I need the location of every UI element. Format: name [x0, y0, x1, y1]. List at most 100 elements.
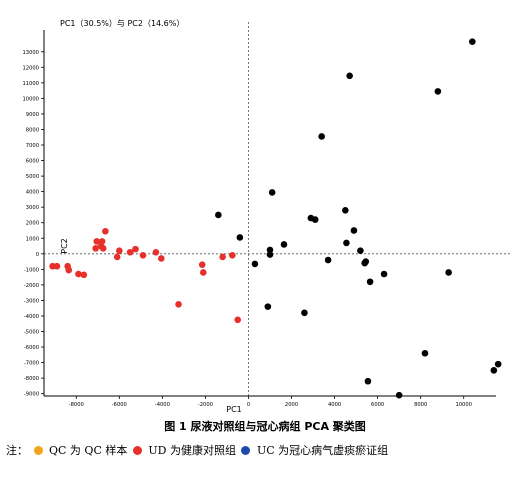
x-tick-label: -2000	[198, 402, 213, 408]
y-tick-label: -6000	[24, 345, 39, 351]
y-axis-label: PC2	[60, 238, 69, 254]
x-axis-label: PC1	[226, 405, 242, 414]
ud-point	[53, 262, 61, 270]
uc-point	[264, 303, 272, 310]
y-tick-label: 6000	[26, 159, 39, 165]
ud-point	[113, 253, 121, 261]
data-points	[49, 38, 502, 399]
note-prefix: 注：	[6, 444, 28, 457]
uc-point	[346, 72, 353, 80]
note-ud: UD 为健康对照组	[148, 444, 236, 457]
y-tick-label: 12000	[22, 65, 39, 71]
uc-point	[311, 216, 319, 223]
ud-point	[219, 253, 226, 261]
y-tick-label: 1000	[26, 236, 39, 242]
tick-labels: -9000 -8000 -7000 -6000 -5000 -4000 -3000 -2000…	[22, 50, 471, 408]
y-tick-label: -9000	[24, 392, 39, 398]
ud-point	[152, 248, 160, 256]
ud-point	[98, 238, 106, 245]
uc-point	[342, 206, 349, 214]
figure-caption: 图 1 尿液对照组与冠心病组 PCA 聚类图	[164, 420, 366, 433]
uc-point	[445, 269, 452, 276]
y-tick-label: -5000	[24, 330, 39, 336]
uc-point	[362, 258, 370, 265]
ud-point	[75, 270, 82, 278]
ud-point	[126, 248, 134, 256]
uc-point	[434, 88, 442, 95]
x-tick-label: 4000	[328, 402, 341, 408]
y-tick-label: 5000	[26, 174, 39, 180]
y-tick-label: 7000	[26, 143, 39, 149]
y-tick-label: -2000	[24, 283, 39, 289]
y-tick-label: -7000	[24, 361, 39, 367]
ud-point	[65, 266, 73, 274]
uc-point	[266, 246, 274, 254]
qc-legend-dot-icon	[33, 445, 43, 455]
x-tick-label: 8000	[414, 402, 427, 408]
uc-point	[494, 360, 502, 368]
ud-legend-dot-icon	[132, 445, 142, 455]
y-tick-label: 11000	[22, 81, 39, 87]
uc-point	[266, 251, 274, 258]
series-uc	[215, 38, 502, 399]
y-tick-label: 3000	[26, 205, 39, 211]
uc-point	[280, 241, 288, 248]
pca-scatter-plot: PC1（30.5%）与 PC2（14.6%） -9000 -8000 -7000 -6…	[22, 19, 510, 414]
series-ud	[49, 227, 242, 324]
ud-point	[92, 245, 99, 252]
uc-point	[301, 309, 308, 317]
y-tick-label: 4000	[26, 190, 39, 196]
ud-point	[199, 269, 207, 276]
y-tick-label: -8000	[24, 376, 39, 382]
figure-note: 注： QC 为 QC 样本 UD 为健康对照组 UC 为冠心病气虚痰瘀证组	[6, 442, 388, 458]
y-tick-label: 9000	[26, 112, 39, 118]
chart-title: PC1（30.5%）与 PC2（14.6%）	[60, 19, 184, 28]
x-tick-label: -8000	[69, 402, 84, 408]
ud-point	[139, 252, 147, 259]
ud-point	[80, 271, 88, 279]
uc-legend-dot-icon	[241, 445, 251, 455]
ud-point	[93, 238, 101, 245]
y-tick-label: -1000	[24, 267, 39, 273]
y-tick-label: 0	[36, 252, 39, 258]
ud-point	[102, 227, 109, 235]
ud-point	[116, 247, 123, 254]
x-tick-label: 6000	[371, 402, 384, 408]
uc-point	[421, 349, 429, 357]
uc-point	[268, 189, 276, 196]
uc-point	[251, 260, 259, 268]
y-tick-label: 10000	[22, 96, 39, 102]
ud-point	[198, 261, 206, 268]
uc-point	[350, 227, 358, 234]
uc-point	[236, 234, 244, 241]
y-tick-label: -4000	[24, 314, 39, 320]
x-tick-label: 2000	[285, 402, 298, 408]
ud-point	[158, 255, 165, 262]
note-uc: UC 为冠心病气虚痰瘀证组	[256, 444, 389, 457]
ud-point	[234, 316, 242, 324]
y-tick-label: -3000	[24, 298, 39, 304]
uc-point	[380, 270, 388, 278]
ud-point	[229, 252, 236, 259]
uc-point	[469, 38, 476, 45]
uc-point	[395, 391, 403, 399]
uc-point	[324, 256, 332, 264]
uc-point	[357, 247, 364, 254]
x-tick-label: 10000	[455, 402, 472, 408]
uc-point	[366, 278, 374, 286]
ud-point	[175, 301, 182, 308]
y-tick-label: 2000	[26, 221, 39, 227]
uc-point	[343, 239, 350, 247]
x-tick-label: -4000	[155, 402, 170, 408]
y-tick-label: 13000	[22, 50, 39, 56]
uc-point	[364, 377, 372, 385]
uc-point	[215, 211, 222, 219]
x-tick-label: 0	[247, 402, 250, 408]
uc-point	[490, 367, 498, 374]
uc-point	[318, 133, 325, 140]
y-tick-label: 8000	[26, 127, 39, 133]
ud-point	[132, 245, 139, 253]
ud-point	[99, 245, 107, 252]
note-qc: QC 为 QC 样本	[49, 444, 128, 457]
x-tick-label: -6000	[112, 402, 127, 408]
